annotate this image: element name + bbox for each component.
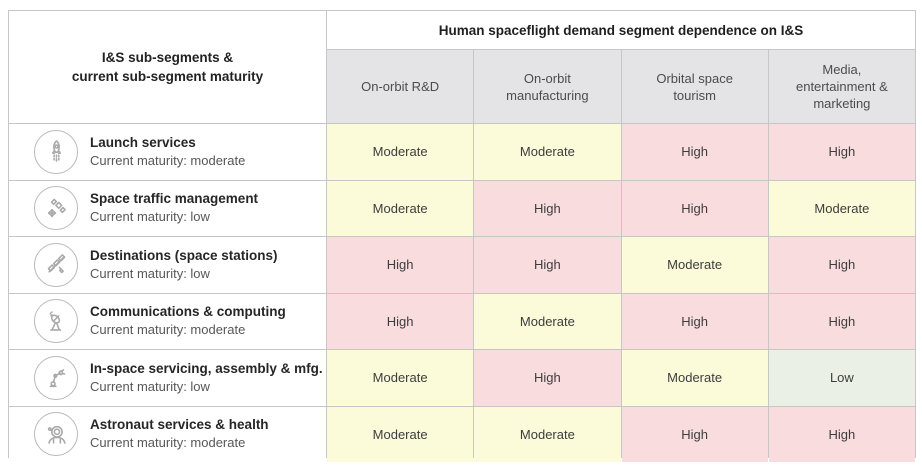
- cell-launch-on-orbit-manufacturing: Moderate: [474, 124, 621, 180]
- table-title: Human spaceflight demand segment depende…: [327, 11, 915, 49]
- table-row-space-traffic-management: Space traffic management Current maturit…: [9, 180, 326, 236]
- dependence-matrix-table: I&S sub-segments & current sub-segment m…: [8, 10, 916, 462]
- corner-header: I&S sub-segments & current sub-segment m…: [9, 11, 326, 123]
- row-maturity: Current maturity: low: [90, 265, 210, 281]
- row-label: Destinations (space stations): [90, 247, 278, 263]
- space-station-icon: [34, 242, 78, 287]
- cell-astronaut-on-orbit-manufacturing: Moderate: [474, 406, 621, 462]
- cell-stm-on-orbit-manufacturing: High: [474, 180, 621, 236]
- cell-destinations-on-orbit-manufacturing: High: [474, 237, 621, 293]
- cell-launch-media: High: [768, 124, 915, 180]
- table-row-astronaut-services: Astronaut services & health Current matu…: [9, 406, 326, 462]
- row-maturity: Current maturity: low: [90, 378, 210, 394]
- row-maturity: Current maturity: moderate: [90, 435, 246, 451]
- rocket-icon: [34, 129, 78, 174]
- column-header-on-orbit-rd: On-orbit R&D: [327, 50, 474, 123]
- row-maturity: Current maturity: moderate: [90, 322, 246, 338]
- cell-comms-orbital-space-tourism: High: [621, 293, 768, 349]
- cell-destinations-media: High: [768, 237, 915, 293]
- row-maturity: Current maturity: moderate: [90, 152, 246, 168]
- cell-comms-on-orbit-rd: High: [327, 293, 474, 349]
- satellite-arrows-icon: [34, 186, 78, 231]
- column-header-on-orbit-manufacturing: On-orbit manufacturing: [474, 50, 621, 123]
- cell-stm-media: Moderate: [768, 180, 915, 236]
- antenna-icon: [34, 299, 78, 344]
- row-label: Astronaut services & health: [90, 417, 269, 433]
- column-header-orbital-space-tourism: Orbital space tourism: [621, 50, 768, 123]
- cell-launch-orbital-space-tourism: High: [621, 124, 768, 180]
- table-row-communications-computing: Communications & computing Current matur…: [9, 293, 326, 349]
- cell-isam-orbital-space-tourism: Moderate: [621, 350, 768, 406]
- column-header-media-entertainment-marketing: Media, entertainment & marketing: [768, 50, 915, 123]
- cell-isam-media: Low: [768, 350, 915, 406]
- table-row-in-space-servicing: In-space servicing, assembly & mfg. Curr…: [9, 350, 326, 406]
- table-row-destinations: Destinations (space stations) Current ma…: [9, 237, 326, 293]
- cell-comms-on-orbit-manufacturing: Moderate: [474, 293, 621, 349]
- cell-astronaut-orbital-space-tourism: High: [621, 406, 768, 462]
- row-label: Space traffic management: [90, 191, 259, 207]
- cell-comms-media: High: [768, 293, 915, 349]
- row-label: Communications & computing: [90, 304, 286, 320]
- cell-stm-on-orbit-rd: Moderate: [327, 180, 474, 236]
- robotic-arm-icon: [34, 355, 78, 400]
- row-label: In-space servicing, assembly & mfg.: [90, 360, 323, 376]
- cell-isam-on-orbit-rd: Moderate: [327, 350, 474, 406]
- astronaut-icon: [34, 412, 78, 457]
- cell-isam-on-orbit-manufacturing: High: [474, 350, 621, 406]
- cell-destinations-orbital-space-tourism: Moderate: [621, 237, 768, 293]
- cell-astronaut-media: High: [768, 406, 915, 462]
- table-row-launch-services: Launch services Current maturity: modera…: [9, 124, 326, 180]
- cell-astronaut-on-orbit-rd: Moderate: [327, 406, 474, 462]
- cell-launch-on-orbit-rd: Moderate: [327, 124, 474, 180]
- row-label: Launch services: [90, 134, 196, 150]
- cell-destinations-on-orbit-rd: High: [327, 237, 474, 293]
- row-maturity: Current maturity: low: [90, 209, 210, 225]
- cell-stm-orbital-space-tourism: High: [621, 180, 768, 236]
